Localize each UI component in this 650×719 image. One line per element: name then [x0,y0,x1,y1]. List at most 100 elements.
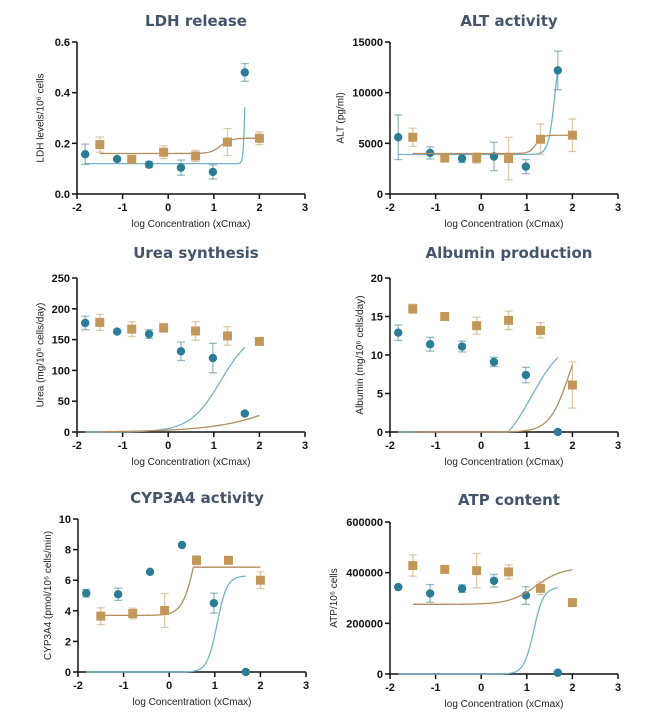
data-point [440,564,450,574]
data-point [457,584,467,593]
chart-title: ALT activity [460,12,558,30]
series-gold [408,303,577,433]
data-point [95,317,105,327]
data-point [504,567,514,577]
series-blue [81,62,250,180]
data-point [535,583,545,593]
y-tick-label: 250 [52,273,70,285]
data-point [241,667,251,677]
data-point [489,357,499,367]
data-point [176,347,186,356]
y-tick-label: 0.0 [55,189,70,201]
chart-3: Urea synthesis -2 -1 0 1 2 3 0 50 100 150 200 250 log… [36,244,309,468]
series-blue [394,573,563,677]
x-tick-label: 2 [569,202,575,214]
y-tick-label: 0 [65,667,71,679]
series-gold [408,552,577,608]
y-tick-label: 2 [65,636,71,648]
y-tick-label: 8 [65,545,71,557]
data-point [176,163,186,172]
x-tick-label: 3 [615,440,621,452]
y-tick-label: 15 [371,312,383,324]
data-point [240,409,250,418]
x-tick-label: 1 [211,440,217,452]
y-tick-label: 50 [58,396,70,408]
y-tick-label: 600000 [346,517,383,529]
y-tick-label: 0.6 [55,37,70,49]
data-point [81,150,90,159]
y-tick-label: 200000 [346,618,383,630]
data-point [112,327,122,336]
x-tick-label: -2 [73,680,83,692]
x-tick-label: 3 [302,202,308,214]
data-point [553,668,563,677]
fit-curve [398,357,559,433]
x-tick-label: -1 [118,440,128,452]
data-point [504,315,514,325]
y-tick-label: 200 [52,304,70,316]
data-point [191,151,201,161]
data-point [457,154,467,163]
data-point [489,152,499,161]
chart-5: CYP3A4 activity -2 -1 0 1 2 3 0 2 4 6 8 10 log Concen… [43,489,309,708]
x-tick-label: -2 [72,440,82,452]
data-point [208,167,218,177]
chart-title: ATP content [458,491,560,509]
x-tick-label: 0 [165,440,171,452]
chart-4: Albumin production -2 -1 0 1 2 3 0 5 10 15 20 log Co… [355,244,621,468]
data-point [394,582,403,592]
chart-6: ATP content -2 -1 0 1 2 3 0 200000 400000 600000 lo… [329,491,621,710]
y-axis-label: CYP3A4 (pmol/10⁶ cells/min) [43,531,54,660]
data-point [145,567,155,576]
x-tick-label: 0 [478,202,484,214]
x-tick-label: 1 [524,202,530,214]
data-point [254,336,264,346]
x-tick-label: 0 [478,440,484,452]
fit-curve [412,569,573,605]
data-point [192,555,202,565]
x-tick-label: -1 [431,202,441,214]
data-point [425,340,435,349]
data-point [472,566,482,576]
data-point [240,68,250,77]
y-tick-label: 0 [377,427,383,439]
data-point [489,576,499,585]
fit-curve [85,346,246,433]
data-point [521,370,531,380]
y-tick-label: 100 [52,365,70,377]
data-point [535,325,545,335]
data-point [457,342,467,351]
series-blue [394,324,563,437]
x-tick-label: -2 [72,202,82,214]
x-tick-label: 0 [478,682,484,694]
x-tick-label: -2 [385,682,395,694]
y-axis-label: Albumin (mg/10⁶ cells/day) [355,295,366,414]
y-tick-label: 150 [52,335,70,347]
data-point [255,575,265,585]
data-point [472,321,482,331]
x-tick-label: 0 [165,202,171,214]
series-blue [82,540,251,677]
fit-curve [100,566,261,617]
y-tick-label: 0 [377,189,383,201]
data-point [394,328,403,337]
fit-curve [99,414,260,433]
data-point [144,160,154,169]
data-point [208,353,218,363]
y-axis-label: ATP/10⁶ cells [329,568,340,628]
x-tick-label: 1 [211,202,217,214]
y-tick-label: 10000 [352,88,383,100]
x-tick-label: -1 [431,682,441,694]
x-tick-label: 3 [615,682,621,694]
y-tick-label: 20 [371,273,383,285]
data-point [159,147,169,157]
data-point [394,133,403,142]
data-point [160,605,170,615]
y-tick-label: 5000 [359,138,383,150]
data-point [112,154,122,164]
y-axis-label: ALT (pg/ml) [336,92,347,143]
x-tick-label: 2 [569,440,575,452]
fit-curve [86,575,246,673]
data-point [408,132,418,142]
